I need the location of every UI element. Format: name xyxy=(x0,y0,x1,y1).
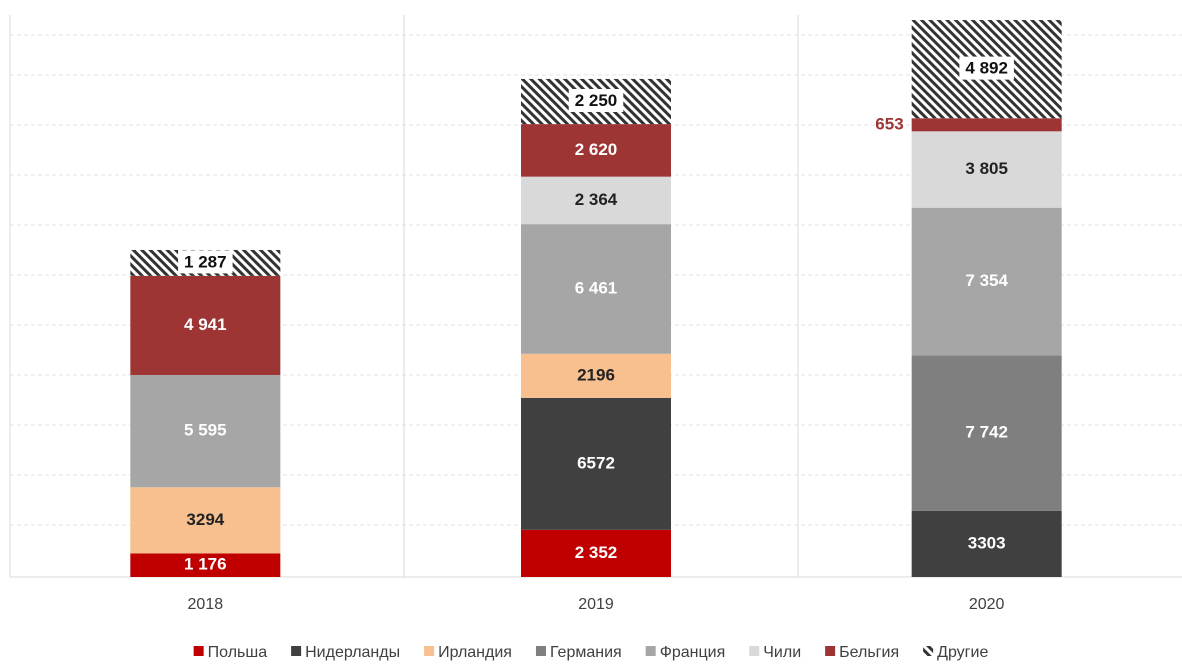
data-label: 3303 xyxy=(968,533,1006,552)
bar-segment xyxy=(911,355,1062,511)
data-label-box xyxy=(178,250,233,274)
data-label: 7 742 xyxy=(965,422,1008,441)
data-label-box xyxy=(568,88,624,112)
bar-segment xyxy=(130,275,281,375)
data-label: 7 354 xyxy=(965,271,1008,290)
data-label: 1 287 xyxy=(184,252,227,271)
bar-segment xyxy=(521,353,671,398)
legend-label: Ирландия xyxy=(438,644,512,661)
legend-label: Германия xyxy=(550,644,622,661)
bar-segment xyxy=(911,510,1062,577)
x-tick-label: 2020 xyxy=(969,596,1005,613)
bar-segment xyxy=(521,397,671,530)
legend-swatch xyxy=(749,646,760,656)
data-label: 3294 xyxy=(186,510,224,529)
legend-swatch xyxy=(923,646,934,656)
legend-label: Бельгия xyxy=(839,644,899,661)
legend-swatch xyxy=(535,646,546,656)
data-label: 1 176 xyxy=(184,555,227,574)
legend-label: Нидерланды xyxy=(305,644,400,661)
data-label: 2 352 xyxy=(575,543,618,562)
legend-label: Чили xyxy=(763,644,801,661)
data-label: 4 941 xyxy=(184,315,227,334)
bar-segment xyxy=(521,176,671,225)
bar-segment xyxy=(521,224,671,354)
bar-segment xyxy=(521,124,671,177)
data-label: 6572 xyxy=(577,453,615,472)
bar-segment xyxy=(911,207,1062,356)
data-label: 2 364 xyxy=(575,190,618,209)
legend-swatch xyxy=(291,646,302,656)
bar-segment xyxy=(521,529,671,577)
legend-swatch xyxy=(193,646,204,656)
data-label: 653 xyxy=(875,114,903,133)
legend-swatch xyxy=(645,646,656,656)
legend-swatch xyxy=(825,646,836,656)
legend-label: Другие xyxy=(937,644,988,661)
bar-segment xyxy=(911,118,1062,132)
data-label: 6 461 xyxy=(575,278,618,297)
legend-swatch xyxy=(424,646,435,656)
bar-segment xyxy=(130,553,281,577)
data-label: 2196 xyxy=(577,365,615,384)
data-label: 5 595 xyxy=(184,421,227,440)
data-label: 2 250 xyxy=(575,91,618,110)
bar-segment xyxy=(911,131,1062,208)
legend-label: Польша xyxy=(208,644,268,661)
data-label: 4 892 xyxy=(965,59,1008,78)
x-tick-label: 2019 xyxy=(578,596,614,613)
x-tick-label: 2018 xyxy=(188,596,224,613)
bar-segment xyxy=(130,487,281,554)
data-label: 2 620 xyxy=(575,140,618,159)
data-label-box xyxy=(959,56,1014,80)
data-label: 3 805 xyxy=(965,159,1008,178)
legend-label: Франция xyxy=(660,644,726,661)
bar-segment xyxy=(130,374,281,488)
